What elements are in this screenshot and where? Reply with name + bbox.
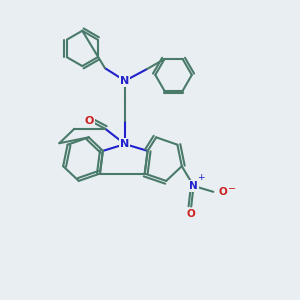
Text: O: O <box>219 187 227 197</box>
Text: N: N <box>120 139 130 149</box>
Text: +: + <box>197 172 205 182</box>
Text: N: N <box>189 181 198 191</box>
Text: N: N <box>120 76 130 86</box>
Text: O: O <box>187 209 196 219</box>
Text: O: O <box>85 116 94 126</box>
Text: −: − <box>228 184 236 194</box>
